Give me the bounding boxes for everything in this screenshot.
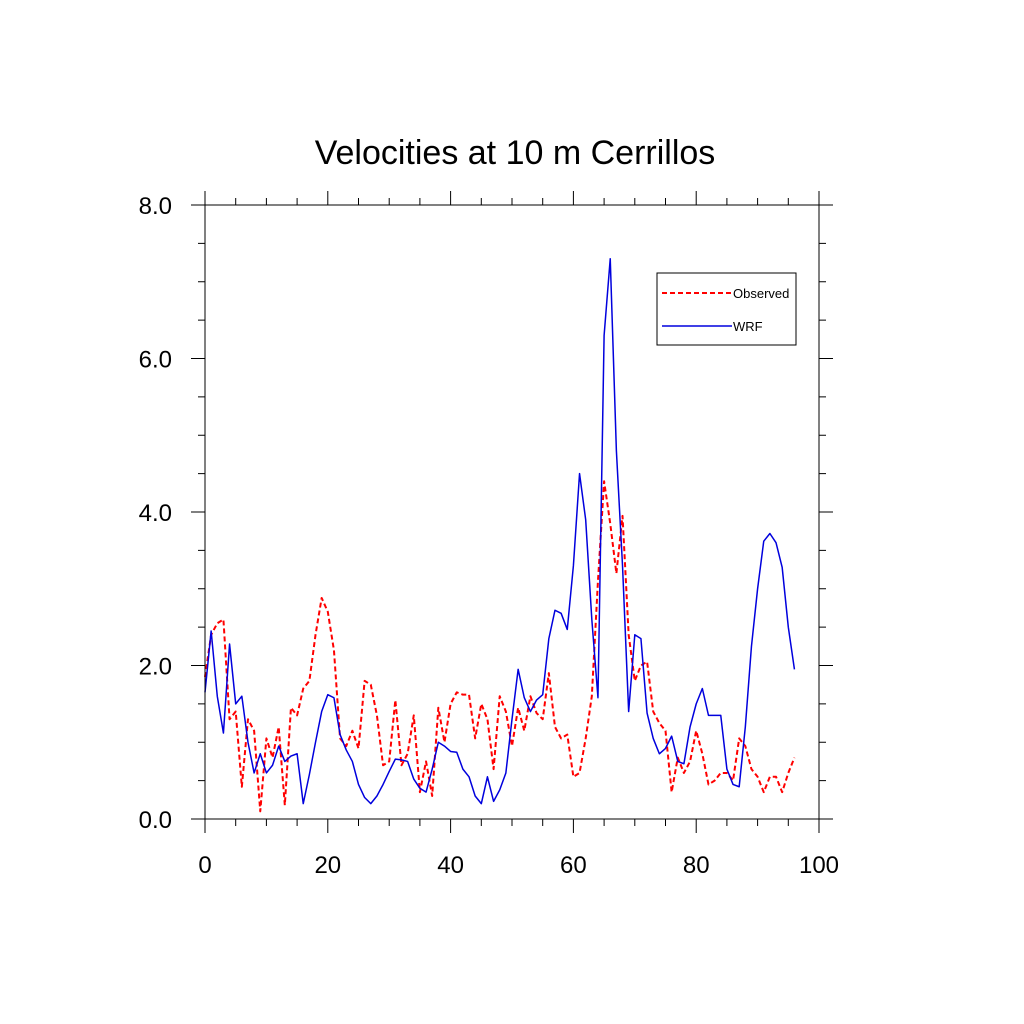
plot-area — [204, 257, 796, 813]
x-tick-label: 60 — [560, 852, 587, 879]
series-line-wrf — [204, 257, 796, 805]
x-tick-label: 0 — [198, 852, 211, 879]
x-tick-label: 20 — [314, 852, 341, 879]
x-tick-label: 80 — [683, 852, 710, 879]
x-tick-label: 40 — [437, 852, 464, 879]
y-tick-label: 0.0 — [139, 807, 172, 834]
legend-box — [656, 272, 797, 346]
y-tick-label: 6.0 — [139, 347, 172, 374]
y-tick-label: 8.0 — [139, 193, 172, 220]
legend: Observed WRF — [656, 272, 797, 346]
legend-label-observed: Observed — [733, 286, 789, 301]
x-tick-label: 100 — [799, 852, 839, 879]
legend-label-wrf: WRF — [733, 319, 763, 334]
chart-title: Velocities at 10 m Cerrillos — [315, 134, 716, 172]
axes: 0 20 40 60 80 100 0.0 2.0 4.0 6.0 8.0 — [139, 191, 839, 879]
y-tick-label: 4.0 — [139, 500, 172, 527]
series-line-observed — [204, 480, 796, 813]
y-tick-label: 2.0 — [139, 654, 172, 681]
